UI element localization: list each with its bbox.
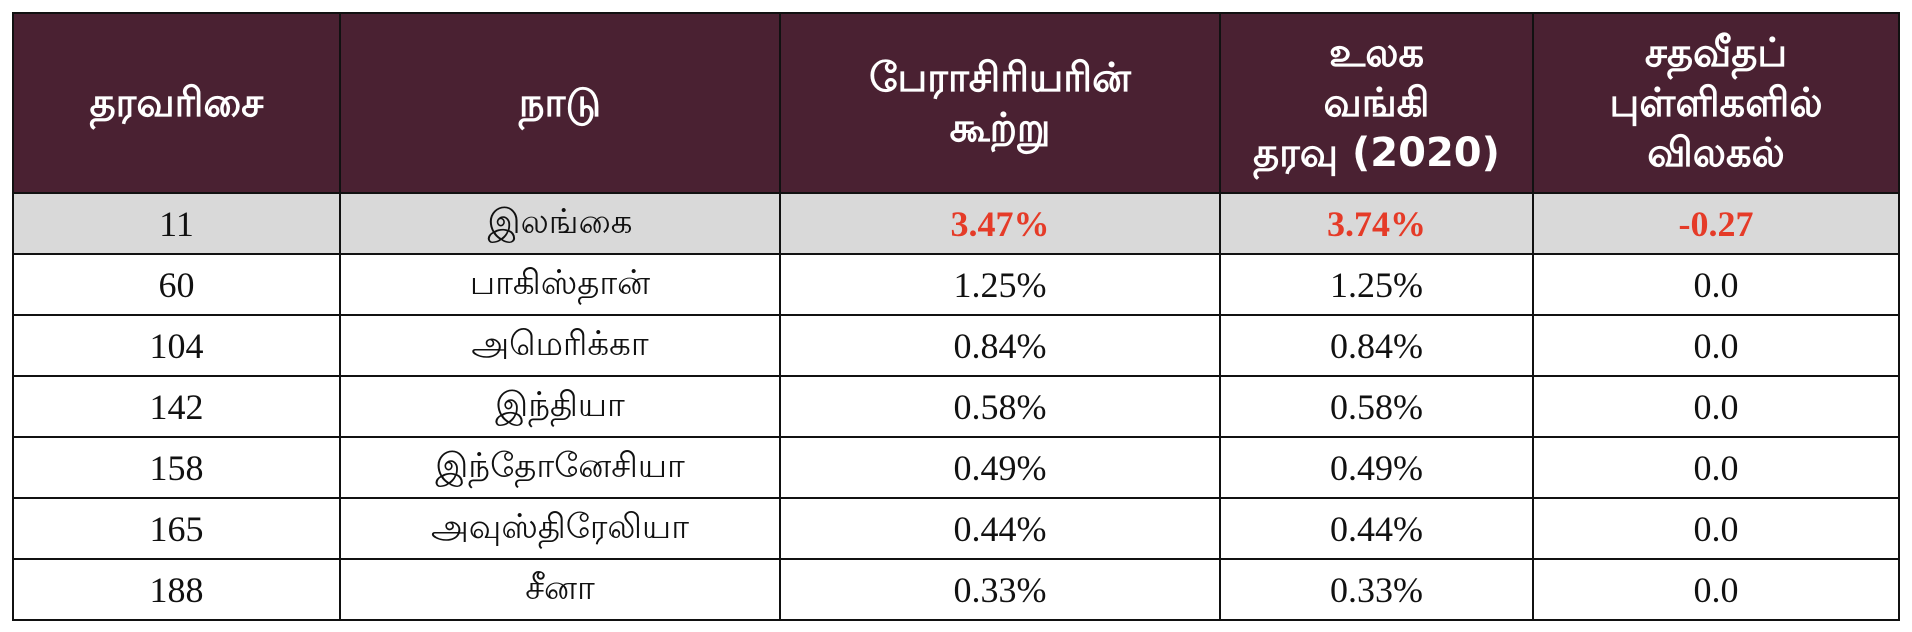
value-cell: 0.58% xyxy=(1219,375,1534,438)
rank-cell: 142 xyxy=(12,375,341,438)
rank-cell: 165 xyxy=(12,497,341,560)
ranking-table: தரவரிசை நாடு பேராசிரியரின் கூற்று உலக வங்கி தர… xyxy=(12,12,1900,621)
header-line: தரவு (2020) xyxy=(1253,130,1500,176)
column-header: சதவீதப் புள்ளிகளில் விலகல் xyxy=(1532,12,1900,194)
header-line: தரவரிசை xyxy=(89,80,264,126)
header-line: பேராசிரியரின் xyxy=(869,55,1131,101)
value-cell: 0.0 xyxy=(1532,253,1900,316)
table-header: தரவரிசை நாடு பேராசிரியரின் கூற்று உலக வங்கி தர… xyxy=(12,12,1900,194)
value-cell: 0.58% xyxy=(779,375,1221,438)
table-row: 188 சீனா 0.33% 0.33% 0.0 xyxy=(12,558,1900,621)
country-cell: அமெரிக்கா xyxy=(339,314,781,377)
value-cell: -0.27 xyxy=(1532,192,1900,255)
value-cell: 0.49% xyxy=(779,436,1221,499)
table-row: 11 இலங்கை 3.47% 3.74% -0.27 xyxy=(12,192,1900,255)
country-cell: இலங்கை xyxy=(339,192,781,255)
header-line: நாடு xyxy=(518,80,602,126)
rank-cell: 11 xyxy=(12,192,341,255)
column-header: உலக வங்கி தரவு (2020) xyxy=(1219,12,1534,194)
value-cell: 0.84% xyxy=(779,314,1221,377)
rank-cell: 104 xyxy=(12,314,341,377)
value-cell: 0.49% xyxy=(1219,436,1534,499)
header-line: விலகல் xyxy=(1647,130,1785,176)
value-cell: 0.0 xyxy=(1532,497,1900,560)
column-header: பேராசிரியரின் கூற்று xyxy=(779,12,1221,194)
country-cell: இந்தியா xyxy=(339,375,781,438)
header-line: புள்ளிகளில் xyxy=(1609,80,1823,126)
rank-cell: 158 xyxy=(12,436,341,499)
value-cell: 0.0 xyxy=(1532,558,1900,621)
column-header: தரவரிசை xyxy=(12,12,341,194)
value-cell: 0.0 xyxy=(1532,375,1900,438)
value-cell: 3.47% xyxy=(779,192,1221,255)
header-line: வங்கி xyxy=(1323,80,1430,126)
header-line: உலக xyxy=(1328,30,1425,76)
country-cell: பாகிஸ்தான் xyxy=(339,253,781,316)
country-cell: அவுஸ்திரேலியா xyxy=(339,497,781,560)
rank-cell: 60 xyxy=(12,253,341,316)
value-cell: 3.74% xyxy=(1219,192,1534,255)
table-body: 11 இலங்கை 3.47% 3.74% -0.27 60 பாகிஸ்தான் 1.25%… xyxy=(12,192,1900,621)
value-cell: 0.44% xyxy=(779,497,1221,560)
value-cell: 0.0 xyxy=(1532,436,1900,499)
value-cell: 0.33% xyxy=(1219,558,1534,621)
value-cell: 0.84% xyxy=(1219,314,1534,377)
rank-cell: 188 xyxy=(12,558,341,621)
table-row: 158 இந்தோனேசியா 0.49% 0.49% 0.0 xyxy=(12,436,1900,499)
table-row: 165 அவுஸ்திரேலியா 0.44% 0.44% 0.0 xyxy=(12,497,1900,560)
header-line: சதவீதப் xyxy=(1644,30,1788,76)
value-cell: 1.25% xyxy=(1219,253,1534,316)
header-line: கூற்று xyxy=(949,105,1051,151)
header-row: தரவரிசை நாடு பேராசிரியரின் கூற்று உலக வங்கி தர… xyxy=(12,12,1900,194)
table-row: 142 இந்தியா 0.58% 0.58% 0.0 xyxy=(12,375,1900,438)
country-cell: சீனா xyxy=(339,558,781,621)
table-row: 60 பாகிஸ்தான் 1.25% 1.25% 0.0 xyxy=(12,253,1900,316)
value-cell: 0.0 xyxy=(1532,314,1900,377)
table-row: 104 அமெரிக்கா 0.84% 0.84% 0.0 xyxy=(12,314,1900,377)
country-cell: இந்தோனேசியா xyxy=(339,436,781,499)
value-cell: 0.33% xyxy=(779,558,1221,621)
column-header: நாடு xyxy=(339,12,781,194)
value-cell: 0.44% xyxy=(1219,497,1534,560)
value-cell: 1.25% xyxy=(779,253,1221,316)
